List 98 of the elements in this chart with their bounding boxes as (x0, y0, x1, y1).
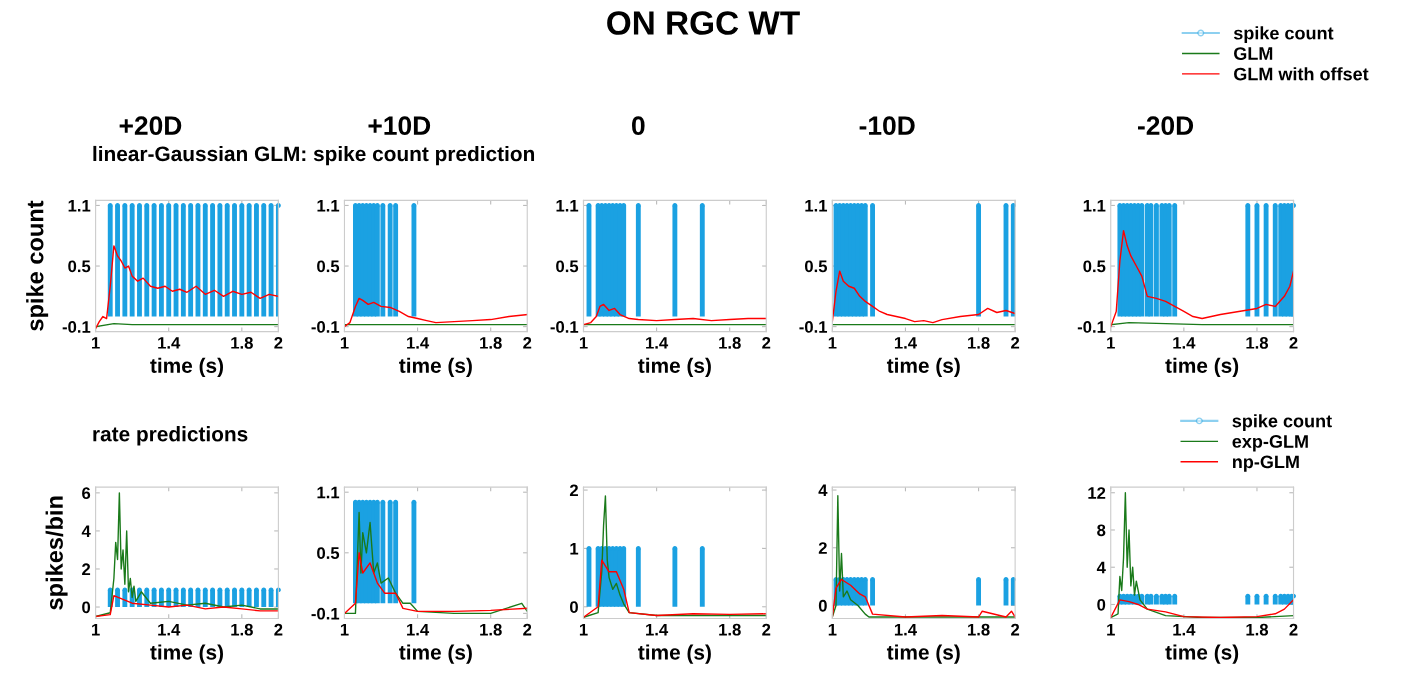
x-axis-title: time (s) (638, 357, 711, 378)
x-tick-label: 2 (274, 336, 283, 349)
y-tick-label: 0.5 (68, 260, 91, 273)
chart-title: +10D (368, 116, 431, 135)
legend-label: spike count (1232, 414, 1332, 431)
y-tick-label: 1.1 (317, 486, 340, 499)
x-axis-title: time (s) (399, 357, 472, 378)
y-tick-label: 0 (570, 601, 578, 613)
x-axis-title: time (s) (886, 357, 960, 378)
y-tick-label: 1.1 (805, 200, 828, 212)
chart-title: -20D (1138, 116, 1194, 135)
x-tick-label: 1.8 (719, 623, 741, 636)
y-tick-label: 1 (570, 543, 579, 555)
x-tick-label: 1.8 (968, 336, 990, 349)
y-tick-label: -0.1 (62, 321, 91, 333)
x-tick-label: 1.8 (1246, 623, 1269, 636)
x-tick-label: 1.4 (158, 623, 181, 636)
legend-label: GLM (1234, 47, 1273, 60)
chart-title: -10D (859, 116, 915, 135)
y-tick-label: 1.1 (1083, 200, 1106, 212)
x-tick-label: 2 (762, 336, 771, 349)
x-tick-label: 1.8 (231, 623, 253, 636)
y-tick-label: 0.5 (317, 260, 340, 273)
y-tick-label: 4 (81, 525, 91, 537)
x-tick-label: 1.4 (646, 337, 669, 349)
legend-label: exp-GLM (1232, 435, 1308, 452)
x-axis-title: time (s) (150, 644, 224, 664)
y-tick-label: -0.1 (1077, 321, 1106, 333)
chart-title: 0 (632, 116, 645, 135)
chart-subtitle: rate predictions (93, 426, 248, 446)
y-tick-label: -0.1 (311, 321, 340, 333)
y-tick-label: 8 (1097, 524, 1106, 537)
x-tick-label: 2 (1011, 336, 1020, 349)
x-tick-label: 2 (523, 336, 532, 349)
y-axis-title: spikes/bin (45, 496, 68, 610)
y-tick-label: 0.5 (804, 260, 828, 273)
y-tick-label: 2 (82, 563, 91, 576)
y-tick-label: -0.1 (550, 321, 579, 333)
x-tick-label: 1 (1107, 623, 1115, 636)
x-tick-label: 1.4 (1173, 623, 1196, 636)
x-axis-title: time (s) (1165, 644, 1239, 664)
y-tick-label: 0 (818, 599, 827, 612)
x-axis-title: time (s) (399, 644, 472, 664)
x-tick-label: 1.8 (480, 336, 502, 349)
y-axis-title: spike count (26, 200, 49, 331)
legend-label: np-GLM (1232, 455, 1299, 472)
x-tick-label: 2 (274, 623, 283, 636)
x-tick-label: 1.8 (231, 336, 253, 349)
chart-subtitle: linear-Gaussian GLM: spike count prediction (93, 145, 535, 166)
x-axis-title: time (s) (1165, 357, 1239, 378)
y-tick-label: -0.1 (799, 321, 828, 333)
x-tick-label: 1 (579, 623, 588, 636)
x-axis-title: time (s) (150, 357, 224, 378)
chart-title: +20D (119, 116, 182, 135)
y-tick-label: 1.1 (556, 200, 579, 212)
y-tick-label: 12 (1088, 487, 1106, 499)
x-tick-label: 1.4 (646, 623, 669, 636)
y-tick-label: 4 (818, 484, 828, 497)
x-tick-label: 1 (1107, 337, 1115, 349)
y-tick-label: 0.5 (317, 547, 340, 559)
x-tick-label: 1.4 (894, 337, 917, 349)
x-tick-label: 1 (92, 623, 100, 636)
x-tick-label: 2 (1011, 623, 1020, 636)
y-tick-label: -0.1 (311, 607, 340, 620)
y-tick-label: 2 (569, 484, 578, 497)
y-tick-label: 1.1 (317, 200, 340, 212)
y-tick-label: 1.1 (68, 200, 91, 212)
x-tick-label: 1 (828, 337, 837, 349)
y-tick-label: 2 (818, 542, 827, 554)
y-tick-label: 0.5 (556, 260, 579, 273)
x-tick-label: 1 (340, 623, 349, 636)
x-tick-label: 1.8 (719, 336, 741, 349)
x-tick-label: 1 (579, 337, 588, 349)
y-tick-label: 0 (82, 601, 91, 614)
x-tick-label: 1.4 (407, 337, 430, 349)
x-tick-label: 1 (92, 337, 100, 349)
legend-label: GLM with offset (1234, 67, 1369, 81)
y-tick-label: 6 (82, 487, 91, 500)
x-tick-label: 1 (828, 623, 837, 636)
y-tick-label: 0 (1097, 598, 1106, 611)
x-tick-label: 2 (1289, 336, 1298, 349)
x-tick-label: 1.4 (158, 337, 181, 349)
x-tick-label: 2 (523, 623, 532, 636)
x-axis-title: time (s) (638, 644, 711, 664)
x-tick-label: 1.4 (1173, 337, 1196, 349)
x-tick-label: 1.8 (968, 623, 990, 636)
y-tick-label: 4 (1096, 561, 1106, 574)
text: ON RGC WT (607, 11, 800, 35)
x-tick-label: 1.8 (480, 623, 502, 636)
y-tick-label: 0.5 (1083, 260, 1106, 273)
x-tick-label: 1.4 (407, 623, 430, 636)
x-tick-label: 1 (340, 337, 349, 349)
legend-label: spike count (1233, 26, 1334, 44)
x-tick-label: 2 (1289, 623, 1298, 636)
x-axis-title: time (s) (886, 644, 960, 664)
x-tick-label: 1.8 (1246, 336, 1269, 349)
x-tick-label: 1.4 (894, 623, 917, 636)
x-tick-label: 2 (762, 623, 771, 636)
